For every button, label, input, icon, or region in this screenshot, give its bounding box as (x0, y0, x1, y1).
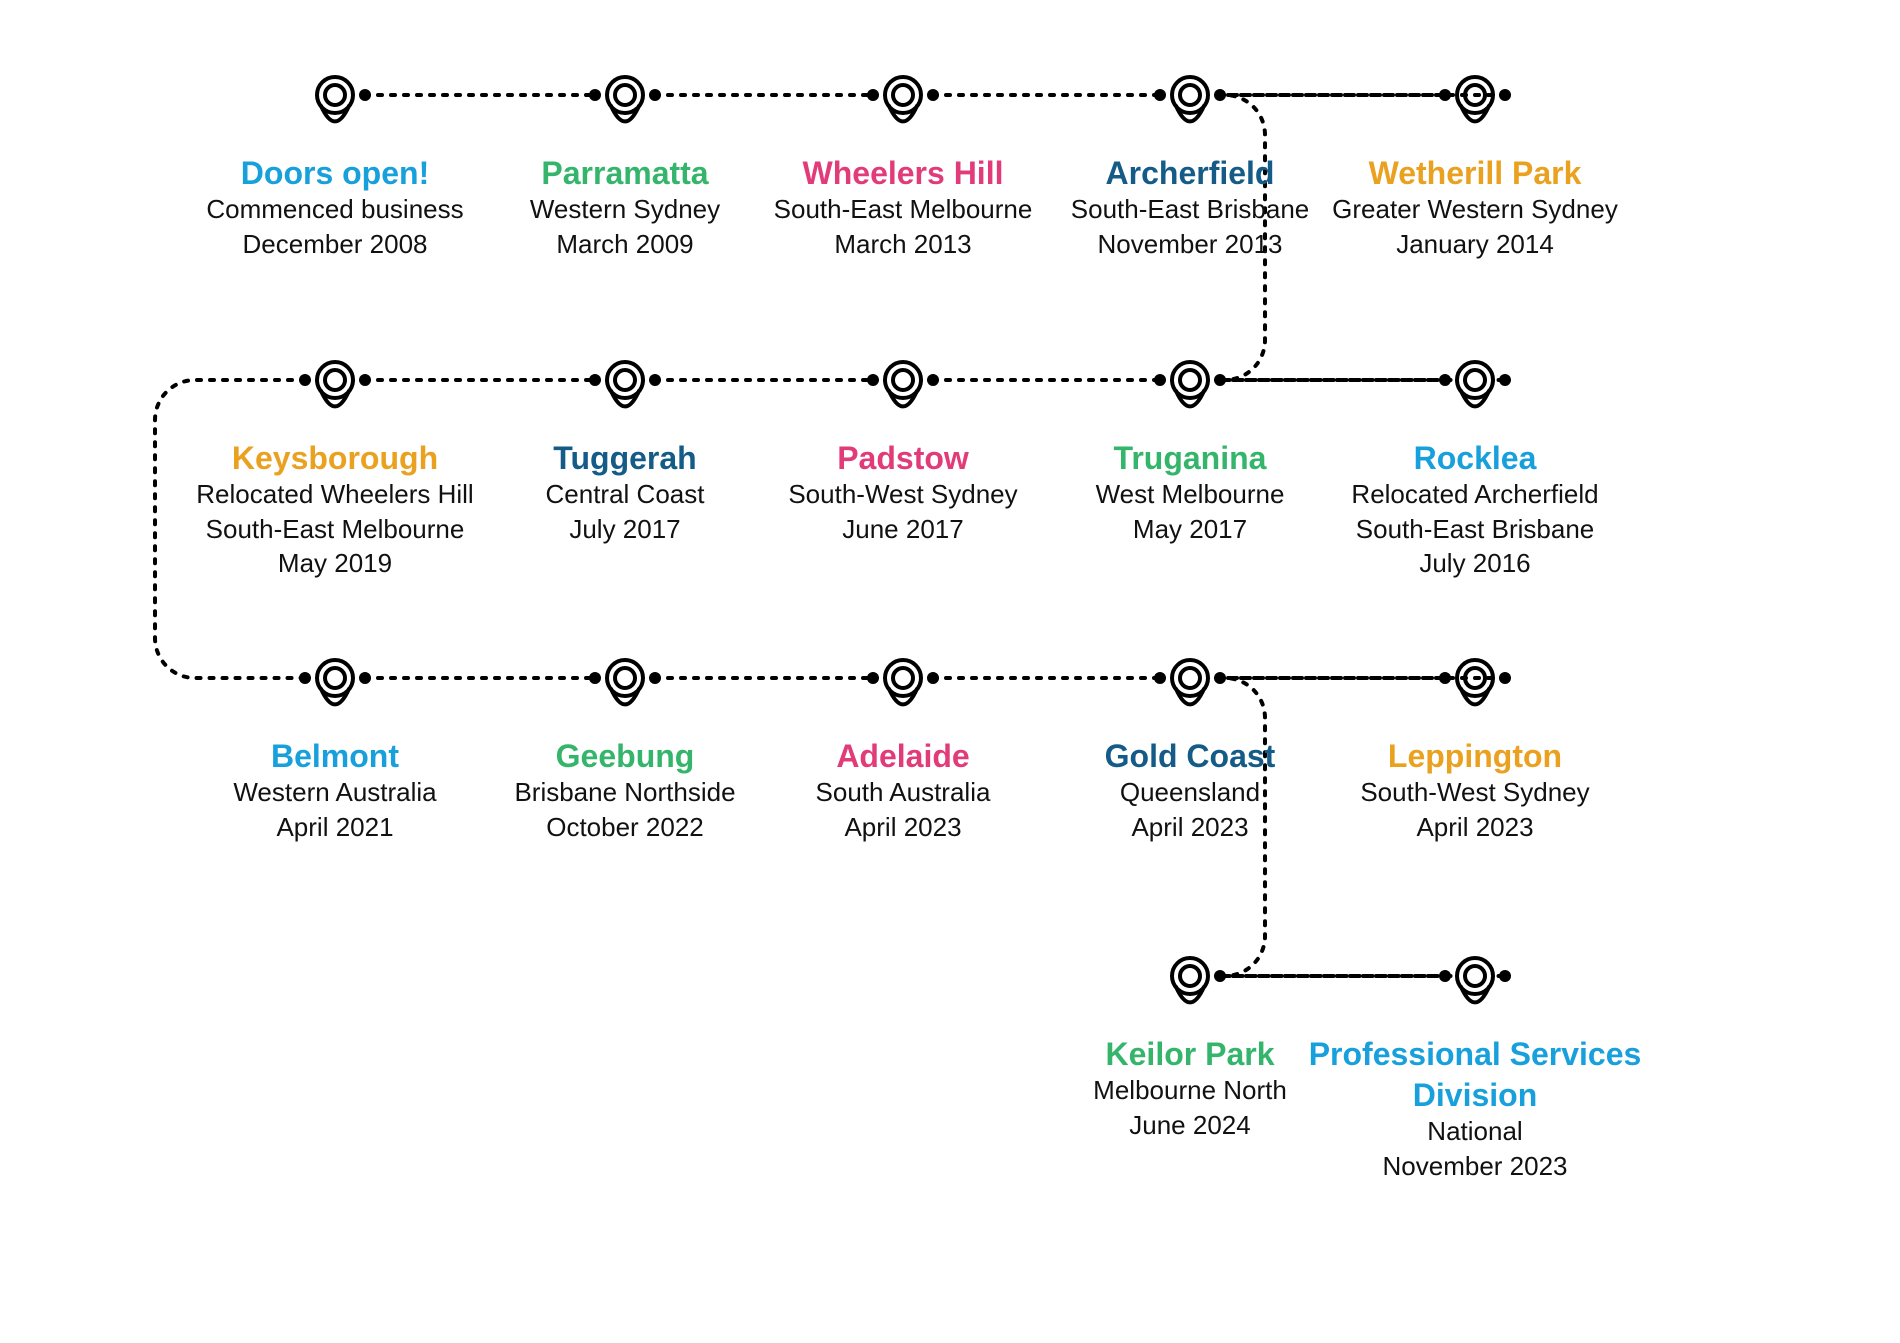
timeline-item-title: Parramatta (475, 156, 775, 191)
timeline-item-title: Professional Services (1295, 1037, 1655, 1072)
timeline-item-title: Tuggerah (475, 441, 775, 476)
location-pin-icon (1172, 958, 1208, 1002)
timeline-item-sub: Greater Western Sydney (1325, 193, 1625, 226)
timeline-item: Wheelers HillSouth-East MelbourneMarch 2… (753, 150, 1053, 260)
timeline-item-sub: March 2009 (475, 228, 775, 261)
timeline-item-sub: West Melbourne (1040, 478, 1340, 511)
timeline-item-sub: April 2023 (753, 811, 1053, 844)
timeline-item-sub: April 2021 (185, 811, 485, 844)
timeline-item: TruganinaWest MelbourneMay 2017 (1040, 435, 1340, 545)
location-pin-icon (885, 362, 921, 406)
location-pin-icon (885, 660, 921, 704)
location-pin-icon (607, 77, 643, 121)
timeline-item-title: Wetherill Park (1325, 156, 1625, 191)
timeline-item-title: Wheelers Hill (753, 156, 1053, 191)
timeline-item: Doors open!Commenced businessDecember 20… (185, 150, 485, 260)
timeline-item-sub: November 2013 (1040, 228, 1340, 261)
timeline-item-sub: October 2022 (475, 811, 775, 844)
timeline-item: Wetherill ParkGreater Western SydneyJanu… (1325, 150, 1625, 260)
timeline-item-sub: June 2017 (753, 513, 1053, 546)
location-pin-icon (1457, 362, 1493, 406)
timeline-item-sub: South-East Brisbane (1325, 513, 1625, 546)
timeline-item-sub: Western Australia (185, 776, 485, 809)
timeline-item-sub: May 2019 (185, 547, 485, 580)
timeline-item-title: Adelaide (753, 739, 1053, 774)
location-pin-icon (317, 77, 353, 121)
timeline-item-title: Gold Coast (1040, 739, 1340, 774)
timeline-item-sub: May 2017 (1040, 513, 1340, 546)
timeline-item-sub: January 2014 (1325, 228, 1625, 261)
timeline-item: ArcherfieldSouth-East BrisbaneNovember 2… (1040, 150, 1340, 260)
timeline-item-sub: Relocated Wheelers Hill (185, 478, 485, 511)
timeline-item-sub: December 2008 (185, 228, 485, 261)
timeline-item: RockleaRelocated ArcherfieldSouth-East B… (1325, 435, 1625, 580)
timeline-item-sub: South Australia (753, 776, 1053, 809)
timeline-item-sub: April 2023 (1040, 811, 1340, 844)
location-pin-icon (607, 660, 643, 704)
location-pin-icon (607, 362, 643, 406)
timeline-item-sub: South-East Melbourne (753, 193, 1053, 226)
timeline-item-sub: Western Sydney (475, 193, 775, 226)
location-pin-icon (317, 660, 353, 704)
timeline-item-sub: April 2023 (1325, 811, 1625, 844)
timeline-item-sub: South-West Sydney (1325, 776, 1625, 809)
timeline-item: TuggerahCentral CoastJuly 2017 (475, 435, 775, 545)
timeline-item-sub: July 2017 (475, 513, 775, 546)
timeline-item-sub: National (1295, 1115, 1655, 1148)
timeline-item: PadstowSouth-West SydneyJune 2017 (753, 435, 1053, 545)
timeline-item: ParramattaWestern SydneyMarch 2009 (475, 150, 775, 260)
timeline-item-title-2: Division (1295, 1078, 1655, 1113)
timeline-item-title: Doors open! (185, 156, 485, 191)
timeline-item-sub: Brisbane Northside (475, 776, 775, 809)
timeline-item-sub: Relocated Archerfield (1325, 478, 1625, 511)
timeline-item: LeppingtonSouth-West SydneyApril 2023 (1325, 733, 1625, 843)
timeline-infographic: Doors open!Commenced businessDecember 20… (0, 0, 1900, 1343)
location-pin-icon (1457, 77, 1493, 121)
timeline-item-title: Padstow (753, 441, 1053, 476)
timeline-item-sub: Commenced business (185, 193, 485, 226)
timeline-item-title: Archerfield (1040, 156, 1340, 191)
timeline-item-sub: Central Coast (475, 478, 775, 511)
location-pin-icon (1172, 660, 1208, 704)
timeline-item-title: Rocklea (1325, 441, 1625, 476)
timeline-item-title: Truganina (1040, 441, 1340, 476)
location-pin-icon (885, 77, 921, 121)
timeline-item-title: Keysborough (185, 441, 485, 476)
location-pin-icon (1172, 362, 1208, 406)
timeline-item-sub: South-East Brisbane (1040, 193, 1340, 226)
timeline-item-sub: November 2023 (1295, 1150, 1655, 1183)
timeline-item-sub: July 2016 (1325, 547, 1625, 580)
timeline-item: GeebungBrisbane NorthsideOctober 2022 (475, 733, 775, 843)
timeline-item-title: Leppington (1325, 739, 1625, 774)
location-pin-icon (1457, 660, 1493, 704)
timeline-item: KeysboroughRelocated Wheelers HillSouth-… (185, 435, 485, 580)
timeline-item-sub: South-East Melbourne (185, 513, 485, 546)
timeline-item-sub: South-West Sydney (753, 478, 1053, 511)
timeline-item: Gold CoastQueenslandApril 2023 (1040, 733, 1340, 843)
timeline-item: AdelaideSouth AustraliaApril 2023 (753, 733, 1053, 843)
timeline-item-sub: March 2013 (753, 228, 1053, 261)
timeline-item-sub: Queensland (1040, 776, 1340, 809)
timeline-item: Professional Services DivisionNationalNov… (1295, 1031, 1655, 1182)
timeline-item-title: Geebung (475, 739, 775, 774)
location-pin-icon (317, 362, 353, 406)
timeline-item-title: Belmont (185, 739, 485, 774)
location-pin-icon (1457, 958, 1493, 1002)
location-pin-icon (1172, 77, 1208, 121)
timeline-item: BelmontWestern AustraliaApril 2021 (185, 733, 485, 843)
